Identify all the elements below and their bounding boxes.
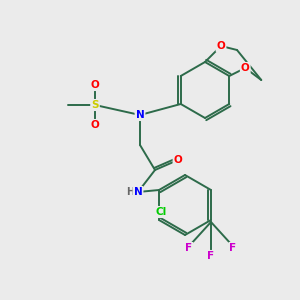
Text: O: O (174, 155, 182, 165)
Text: F: F (185, 243, 193, 253)
Text: F: F (230, 243, 236, 253)
Text: N: N (136, 110, 144, 120)
Text: O: O (241, 63, 250, 73)
Text: O: O (91, 120, 99, 130)
Text: N: N (134, 187, 142, 197)
Text: O: O (91, 80, 99, 90)
Text: Cl: Cl (155, 207, 167, 217)
Text: F: F (207, 251, 214, 261)
Text: S: S (91, 100, 99, 110)
Text: H: H (126, 187, 134, 197)
Text: O: O (217, 41, 225, 51)
